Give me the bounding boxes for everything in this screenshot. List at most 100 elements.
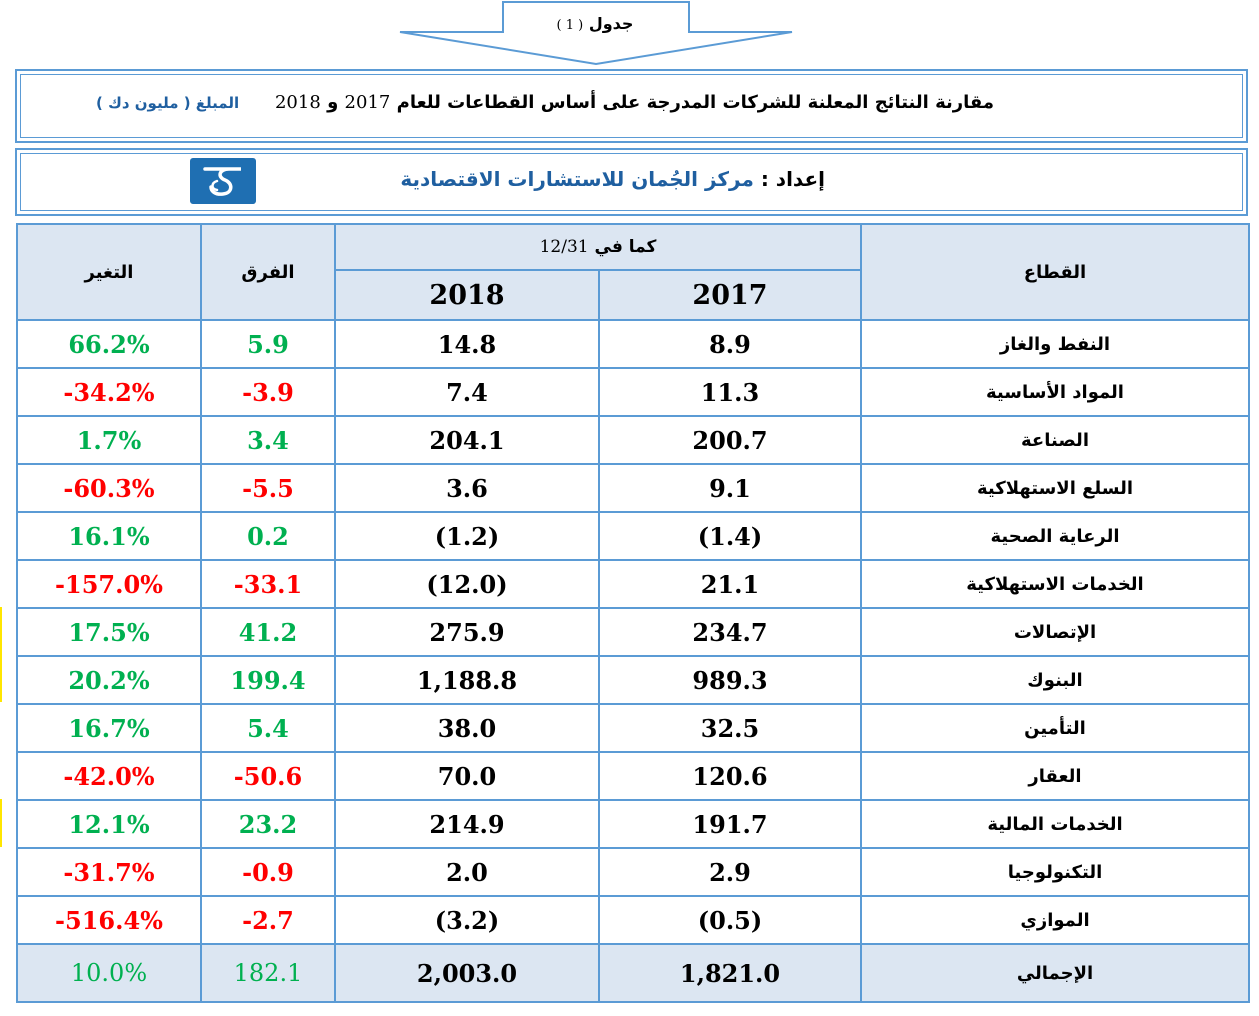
down-arrow-shape — [399, 1, 793, 66]
table-row: 20.2% 199.4 1,188.8 989.3 البنوك — [16, 655, 1250, 705]
change-cell: 16.1% — [16, 511, 202, 561]
value-2017-cell: 120.6 — [598, 751, 862, 801]
change-cell: 12.1% — [16, 799, 202, 849]
value-2017-cell: (1.4) — [598, 511, 862, 561]
diff-cell: -2.7 — [200, 895, 336, 945]
value-2017-cell: 234.7 — [598, 607, 862, 657]
value-2017-cell: 989.3 — [598, 655, 862, 705]
diff-cell: 3.4 — [200, 415, 336, 465]
table-row: -60.3% -5.5 3.6 9.1 السلع الاستهلاكية — [16, 463, 1250, 513]
change-cell: 66.2% — [16, 319, 202, 369]
diff-cell: 5.9 — [200, 319, 336, 369]
change-cell: -516.4% — [16, 895, 202, 945]
table-body: 66.2% 5.9 14.8 8.9 النفط والغاز -34.2% -3.9 7.4… — [16, 319, 1250, 1003]
total-row: 10.0% 182.1 2,003.0 1,821.0 الإجمالي — [16, 943, 1250, 1003]
sector-results-table: التغير الفرق كما في 12/31 القطاع 2018 20… — [16, 223, 1250, 1003]
diff-cell: -50.6 — [200, 751, 336, 801]
diff-cell: 5.4 — [200, 703, 336, 753]
aljuman-logo-icon — [190, 158, 256, 204]
table-row: 16.7% 5.4 38.0 32.5 التأمين — [16, 703, 1250, 753]
change-cell: -60.3% — [16, 463, 202, 513]
value-2017-cell: 200.7 — [598, 415, 862, 465]
amount-unit-label: المبلغ ( مليون دك ) — [96, 94, 240, 112]
sector-name-cell: الإتصالات — [860, 607, 1250, 657]
table-row: 12.1% 23.2 214.9 191.7 الخدمات المالية — [16, 799, 1250, 849]
sector-name-cell: السلع الاستهلاكية — [860, 463, 1250, 513]
value-2017-cell: 11.3 — [598, 367, 862, 417]
sector-name-cell: العقار — [860, 751, 1250, 801]
diff-cell: 23.2 — [200, 799, 336, 849]
sector-name-cell: الصناعة — [860, 415, 1250, 465]
value-2018-cell: 38.0 — [334, 703, 600, 753]
prepared-by: إعداد : مركز الجُمان للاستشارات الاقتصاد… — [400, 167, 825, 191]
value-2018-cell: (1.2) — [334, 511, 600, 561]
value-2018-cell: 1,188.8 — [334, 655, 600, 705]
value-2018-cell: 2.0 — [334, 847, 600, 897]
table-row: -34.2% -3.9 7.4 11.3 المواد الأساسية — [16, 367, 1250, 417]
caption-number: ( 1 ) — [556, 18, 584, 33]
value-2018-cell: 3.6 — [334, 463, 600, 513]
value-2017-cell: 21.1 — [598, 559, 862, 609]
as-of-label: كما في — [594, 237, 657, 257]
value-2018-cell: (3.2) — [334, 895, 600, 945]
value-2018-cell: 14.8 — [334, 319, 600, 369]
header-change: التغير — [16, 223, 202, 321]
header-year-2018: 2018 — [334, 269, 600, 321]
change-cell: -42.0% — [16, 751, 202, 801]
value-2017-cell: 9.1 — [598, 463, 862, 513]
table-row: 66.2% 5.9 14.8 8.9 النفط والغاز — [16, 319, 1250, 369]
sector-name-cell: البنوك — [860, 655, 1250, 705]
sector-name-cell: الخدمات الاستهلاكية — [860, 559, 1250, 609]
table-row: 16.1% 0.2 (1.2) (1.4) الرعاية الصحية — [16, 511, 1250, 561]
header-as-of: كما في 12/31 — [334, 223, 862, 271]
value-2017-cell: 2.9 — [598, 847, 862, 897]
sector-name-cell: الخدمات المالية — [860, 799, 1250, 849]
table-row: 1.7% 3.4 204.1 200.7 الصناعة — [16, 415, 1250, 465]
value-2018-cell: 7.4 — [334, 367, 600, 417]
prepared-by-label: إعداد : — [760, 167, 825, 191]
total-diff-cell: 182.1 — [200, 943, 336, 1003]
report-year-a: 2017 — [344, 92, 391, 113]
change-cell: -157.0% — [16, 559, 202, 609]
change-cell: 16.7% — [16, 703, 202, 753]
value-2017-cell: 8.9 — [598, 319, 862, 369]
table-row: -157.0% -33.1 (12.0) 21.1 الخدمات الاستهلاكي… — [16, 559, 1250, 609]
report-title: مقارنة النتائج المعلنة للشركات المدرجة ع… — [275, 92, 994, 113]
change-cell: 1.7% — [16, 415, 202, 465]
diff-cell: 0.2 — [200, 511, 336, 561]
total-label-cell: الإجمالي — [860, 943, 1250, 1003]
as-of-date: 12/31 — [539, 237, 589, 257]
prepared-by-box — [15, 148, 1248, 216]
value-2018-cell: 204.1 — [334, 415, 600, 465]
table-row: -516.4% -2.7 (3.2) (0.5) الموازي — [16, 895, 1250, 945]
diff-cell: -33.1 — [200, 559, 336, 609]
organization-name: مركز الجُمان للاستشارات الاقتصادية — [400, 167, 754, 191]
sector-name-cell: المواد الأساسية — [860, 367, 1250, 417]
sector-name-cell: الموازي — [860, 895, 1250, 945]
caption-label: جدول — [588, 14, 634, 33]
table-caption: جدول ( 1 ) — [530, 14, 660, 33]
table-row: -42.0% -50.6 70.0 120.6 العقار — [16, 751, 1250, 801]
edge-mark — [0, 799, 2, 847]
title-box — [15, 69, 1248, 143]
report-title-text: مقارنة النتائج المعلنة للشركات المدرجة ع… — [396, 92, 994, 113]
sector-name-cell: التأمين — [860, 703, 1250, 753]
change-cell: 20.2% — [16, 655, 202, 705]
header-year-2017: 2017 — [598, 269, 862, 321]
diff-cell: 41.2 — [200, 607, 336, 657]
table-row: -31.7% -0.9 2.0 2.9 التكنولوجيا — [16, 847, 1250, 897]
value-2017-cell: 32.5 — [598, 703, 862, 753]
table-row: 17.5% 41.2 275.9 234.7 الإتصالات — [16, 607, 1250, 657]
edge-mark — [0, 607, 2, 702]
diff-cell: -3.9 — [200, 367, 336, 417]
header-sector: القطاع — [860, 223, 1250, 321]
value-2018-cell: 214.9 — [334, 799, 600, 849]
total-2017-cell: 1,821.0 — [598, 943, 862, 1003]
header-diff: الفرق — [200, 223, 336, 321]
sector-name-cell: التكنولوجيا — [860, 847, 1250, 897]
report-year-b: 2018 — [274, 92, 321, 113]
sector-name-cell: النفط والغاز — [860, 319, 1250, 369]
value-2018-cell: (12.0) — [334, 559, 600, 609]
value-2018-cell: 275.9 — [334, 607, 600, 657]
diff-cell: -0.9 — [200, 847, 336, 897]
